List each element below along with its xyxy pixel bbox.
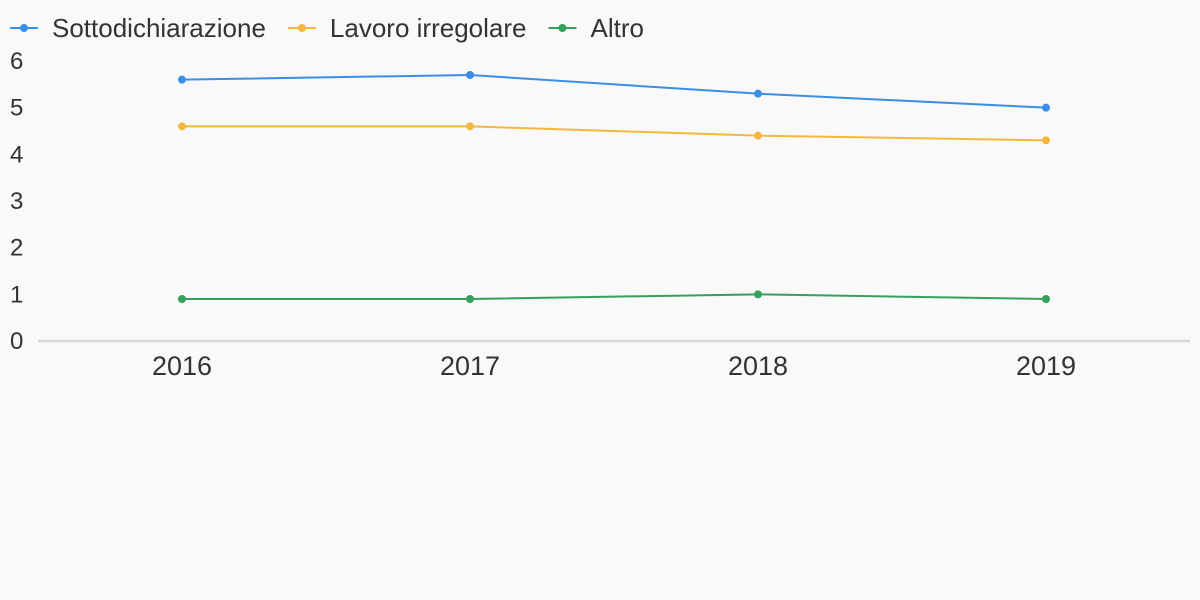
data-point[interactable]: [178, 295, 186, 303]
x-tick-label: 2019: [1016, 351, 1076, 381]
x-tick-label: 2016: [152, 351, 212, 381]
y-tick-label: 4: [10, 141, 23, 168]
legend-item[interactable]: Altro: [548, 13, 644, 43]
data-point[interactable]: [1042, 136, 1050, 145]
legend-swatch-dot: [297, 24, 306, 32]
y-tick-label: 2: [10, 235, 23, 262]
data-point[interactable]: [754, 131, 762, 140]
legend-item[interactable]: Lavoro irregolare: [287, 13, 527, 43]
y-axis: 0 1 2 3 4 5 6: [10, 48, 23, 355]
data-point[interactable]: [754, 290, 762, 299]
legend: Sottodichiarazione Lavoro irregolare Altro: [10, 13, 644, 43]
x-axis: 2016 2017 2018 2019: [152, 351, 1076, 381]
legend-item[interactable]: Sottodichiarazione: [10, 13, 266, 43]
y-tick-label: 6: [10, 48, 23, 75]
series-line: [181, 73, 1047, 109]
y-tick-label: 3: [10, 188, 23, 215]
x-tick-label: 2018: [728, 351, 788, 381]
y-tick-label: 0: [10, 328, 23, 355]
data-point[interactable]: [466, 122, 474, 131]
legend-label: Lavoro irregolare: [330, 13, 527, 43]
series-1: [178, 122, 1050, 145]
legend-swatch-dot: [20, 24, 28, 32]
series-line: [182, 125, 1047, 142]
series-line: [182, 293, 1047, 300]
y-tick-label: 5: [10, 95, 23, 122]
legend-label: Sottodichiarazione: [52, 13, 266, 43]
data-point[interactable]: [466, 71, 474, 79]
data-point[interactable]: [1042, 103, 1050, 112]
x-tick-label: 2017: [440, 351, 500, 381]
series-2: [178, 290, 1050, 303]
y-tick-label: 1: [10, 281, 23, 308]
series-layer: [178, 71, 1050, 303]
data-point[interactable]: [178, 122, 186, 131]
legend-label: Altro: [590, 13, 643, 43]
series-0: [178, 71, 1050, 112]
data-point[interactable]: [754, 89, 762, 98]
data-point[interactable]: [1042, 295, 1050, 303]
data-point[interactable]: [178, 75, 186, 84]
legend-swatch-dot: [558, 24, 567, 32]
data-point[interactable]: [466, 295, 474, 303]
